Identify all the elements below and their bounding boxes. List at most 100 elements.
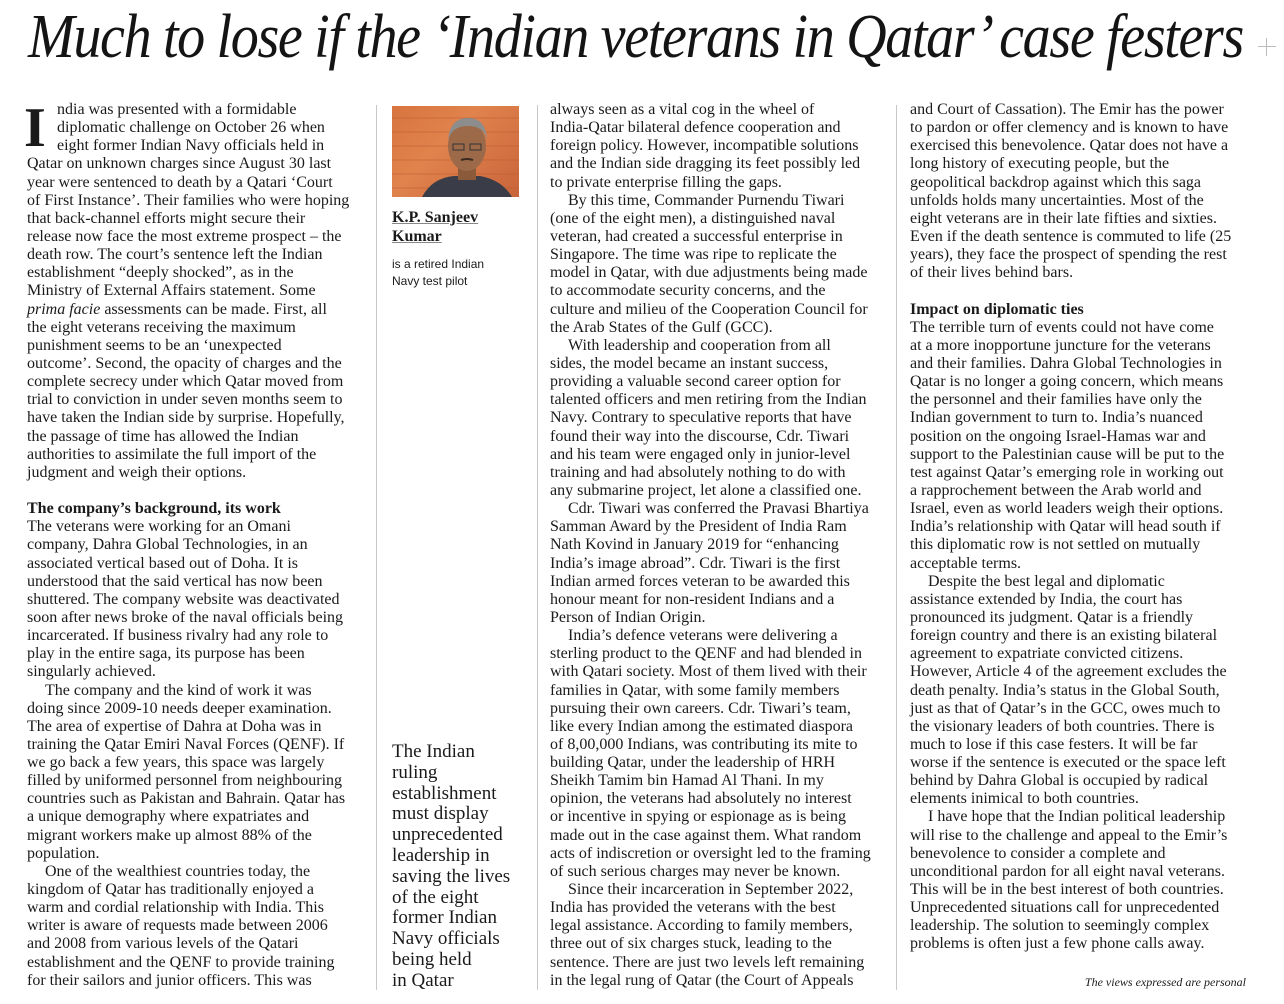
text-line: unfolds holds many uncertainties. Most o… <box>910 191 1204 209</box>
text-line: sterling product to the QENF and had ble… <box>550 645 862 663</box>
author-photo <box>392 106 519 197</box>
text-line: unconditional pardon for all eight naval… <box>910 862 1226 880</box>
text-line: benevolence to consider a complete and <box>910 844 1166 862</box>
text-line: training and had absolutely nothing to d… <box>550 463 846 481</box>
pull-quote-line: establishment <box>392 782 497 804</box>
text-line: By this time, Commander Purnendu Tiwari <box>568 191 845 209</box>
pull-quote-line: former Indian <box>392 907 497 929</box>
pull-quote-line: must display <box>392 803 489 825</box>
text-line: of such serious charges may never be kno… <box>550 862 841 880</box>
text-line: have taken the Indian side by surprise. … <box>27 409 345 427</box>
text-line: foreign policy. However, incompatible so… <box>550 137 859 155</box>
column-divider <box>537 105 538 990</box>
text-line: long history of executing people, but th… <box>910 155 1170 173</box>
text-line: this diplomatic row is not settled on mu… <box>910 536 1201 554</box>
text-line: of their lives behind bars. <box>910 264 1074 282</box>
text-line: understood that the said vertical has no… <box>27 572 323 590</box>
text-line: With leadership and cooperation from all <box>568 336 831 354</box>
text-line: Navy. Contrary to speculative reports th… <box>550 409 852 427</box>
text-line: legal assistance. According to family me… <box>550 917 853 935</box>
text-line: years), they face the prospect of spendi… <box>910 246 1227 264</box>
text-line: the personnel and their families have on… <box>910 391 1202 409</box>
pull-quote-line: The Indian <box>392 741 475 762</box>
text-line: sides, the model became an instant succe… <box>550 354 829 372</box>
text-line: outcome’. Second, the opacity of charges… <box>27 354 342 372</box>
text-line: much to lose if this case festers. It wi… <box>910 735 1198 753</box>
pull-quote-line: saving the lives <box>392 865 511 887</box>
text-line: Cdr. Tiwari was conferred the Pravasi Bh… <box>568 500 869 518</box>
text-line: to pardon or offer clemency and is known… <box>910 119 1229 137</box>
crop-mark-icon <box>1258 38 1276 56</box>
pull-quote-line: Navy officials <box>392 928 500 950</box>
text-line: will rise to the challenge and appeal to… <box>910 826 1228 844</box>
text-line: However, Article 4 of the agreement excl… <box>910 663 1227 681</box>
text-line: release now face the most extreme prospe… <box>27 227 342 245</box>
text-line: the eight veterans receiving the maximum <box>27 318 296 336</box>
text-line: leadership. The solution to seemingly co… <box>910 917 1210 935</box>
text-line: kingdom of Qatar has traditionally enjoy… <box>27 881 315 899</box>
text-line: problems is often just a few phone calls… <box>910 935 1205 953</box>
article-column-3: and Court of Cassation). The Emir has th… <box>910 101 1231 954</box>
pull-quote-line: of the eight <box>392 886 479 908</box>
text-line: prima facie assessments can be made. Fir… <box>27 301 349 319</box>
text-line: pronounced its judgment. Qatar is a frie… <box>910 608 1194 626</box>
italic-text: prima facie <box>27 300 101 318</box>
text-line: any submarine project, let alone a class… <box>550 481 862 499</box>
text-line: soon after news broke of the naval offic… <box>27 608 344 626</box>
text-line: Israel, even as world leaders weigh thei… <box>910 500 1224 518</box>
text-line: doing since 2009-10 needs deeper examina… <box>27 699 332 717</box>
text-line: establishment and the QENF to provide tr… <box>27 953 335 971</box>
text-line: eight former Indian Navy officials held … <box>57 137 325 155</box>
text-line: judgment and weigh their options. <box>27 463 247 481</box>
text-line: like every Indian among the estimated di… <box>550 717 854 735</box>
text-line: three out of six charges stuck, leading … <box>550 935 832 953</box>
text-line: sentence. There are just two levels left… <box>550 953 865 971</box>
text: assessments can be made. First, all <box>100 300 327 318</box>
text-line: India’s relationship with Qatar will hea… <box>910 518 1221 536</box>
author-bio-line: is a retired Indian <box>392 257 485 271</box>
text-line: training the Qatar Emiri Naval Forces (Q… <box>27 735 345 753</box>
text-line: Qatar is no longer a going concern, whic… <box>910 373 1224 391</box>
text-line: made out in the case against them. What … <box>550 826 862 844</box>
column-divider <box>376 105 377 990</box>
pull-quote-line: being held <box>392 948 472 970</box>
text-line: the visionary leaders of both countries.… <box>910 717 1215 735</box>
pull-quote-line: leadership in <box>392 844 490 866</box>
text-line: Indian government to turn to. India’s nu… <box>910 409 1203 427</box>
text-line: families in Qatar, with some family memb… <box>550 681 840 699</box>
text-line: warm and cordial relationship with India… <box>27 899 324 917</box>
text-line: veteran, had created a successful enterp… <box>550 227 843 245</box>
text-line: and 2008 from various levels of the Qata… <box>27 935 299 953</box>
text-line: a rapprochement between the Arab world a… <box>910 481 1202 499</box>
author-name-line[interactable]: Kumar <box>392 228 442 245</box>
text-line: pursuing their own careers. Cdr. Tiwari’… <box>550 699 851 717</box>
author-name[interactable]: K.P. Sanjeev Kumar <box>392 208 478 246</box>
text-line: death penalty. India’s status in the Glo… <box>910 681 1220 699</box>
text-line: model in Qatar, with due adjustments bei… <box>550 264 868 282</box>
text-line: to private enterprise filling the gaps. <box>550 173 782 191</box>
text-line: to accommodate security concerns, and th… <box>550 282 826 300</box>
pull-quote-line: ruling <box>392 761 438 783</box>
text-line: the Arab States of the Gulf (GCC). <box>550 318 773 336</box>
text-line: and Court of Cassation). The Emir has th… <box>910 101 1224 118</box>
text-line: of First Instance’. Their families who w… <box>27 191 350 209</box>
text-line: geopolitical backdrop against which this… <box>910 173 1202 191</box>
text-line: and their families. Dahra Global Technol… <box>910 354 1222 372</box>
text-line: for their sailors and junior officers. T… <box>27 971 312 989</box>
author-name-line[interactable]: K.P. Sanjeev <box>392 209 479 226</box>
text-line: The veterans were working for an Omani <box>27 518 291 536</box>
pull-quote-line: in Qatar <box>392 969 454 991</box>
text-line: worse if the sentence is executed or the… <box>910 754 1226 772</box>
text-line: diplomatic challenge on October 26 when <box>57 119 325 137</box>
text-line: agreement to expatriate convicted citize… <box>910 645 1184 663</box>
column-divider <box>896 105 897 990</box>
text-line: acceptable terms. <box>910 554 1022 572</box>
text-line: population. <box>27 844 100 862</box>
text-line: behind by Dahra Global is occupied by ra… <box>910 772 1209 790</box>
pull-quote-line: unprecedented <box>392 824 503 846</box>
text-line: I have hope that the Indian political le… <box>928 808 1226 826</box>
text-line: always seen as a vital cog in the wheel … <box>550 101 815 118</box>
author-bio: is a retired Indian Navy test pilot <box>392 256 484 289</box>
text-line: migrant workers make up almost 88% of th… <box>27 826 312 844</box>
text-line: Singapore. The time was ripe to replicat… <box>550 246 837 264</box>
